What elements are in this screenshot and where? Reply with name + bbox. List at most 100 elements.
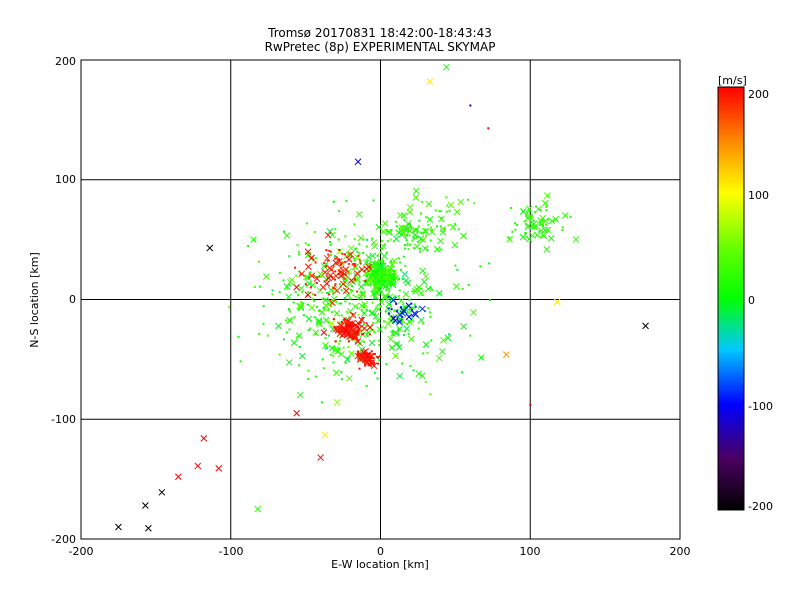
data-point-dot [313, 231, 316, 234]
data-point-cross [537, 216, 544, 224]
data-point-dot [289, 284, 292, 287]
data-point-dot [337, 347, 340, 350]
data-point-dot [348, 327, 351, 330]
data-point-dot [370, 350, 373, 353]
data-point-dot [354, 295, 357, 298]
data-point-dot [547, 229, 550, 232]
data-point-cross [312, 329, 320, 336]
data-point-cross [440, 337, 447, 344]
data-point-dot [440, 216, 443, 219]
data-point-dot [389, 261, 392, 264]
data-point-dot [414, 227, 417, 230]
data-point-dot [380, 283, 383, 286]
data-point-dot [340, 327, 343, 330]
data-point-dot [349, 323, 352, 326]
data-point-dot [531, 225, 534, 228]
data-point-cross [400, 229, 407, 237]
data-point-cross [308, 254, 315, 262]
data-point-dot [321, 298, 324, 301]
data-point-cross [305, 263, 312, 271]
data-point-dot [355, 247, 358, 250]
data-point-dot [284, 319, 287, 322]
data-point-dot [349, 329, 352, 332]
data-point-dot [408, 234, 411, 237]
data-point-dot [399, 268, 402, 271]
data-point-dot [334, 283, 337, 286]
data-point-dot [337, 342, 340, 345]
data-point-cross [302, 273, 310, 281]
data-point-cross [345, 268, 353, 275]
data-point-dot [431, 288, 434, 291]
data-point-dot [313, 299, 316, 302]
data-point-dot [321, 358, 324, 361]
data-point-dot [371, 237, 374, 240]
data-point-cross [297, 285, 305, 292]
data-point-dot [322, 262, 325, 265]
data-point-dot [358, 281, 361, 284]
data-point-cross [328, 319, 335, 327]
data-point-dot [409, 243, 412, 246]
data-point-cross [369, 252, 377, 260]
data-point-dot [408, 298, 411, 301]
data-point-cross [285, 293, 292, 301]
data-point-dot [393, 309, 396, 312]
data-point-dot [473, 202, 476, 205]
data-point-dot [424, 380, 427, 383]
data-point-dot [397, 333, 400, 336]
data-point-cross [285, 359, 293, 366]
data-point-dot [379, 272, 382, 275]
data-point-dot [389, 238, 392, 241]
data-point-dot [385, 363, 388, 366]
data-point-dot [351, 289, 354, 292]
data-point-dot [298, 364, 301, 367]
data-point-dot [448, 209, 451, 212]
data-point-dot [295, 274, 298, 277]
data-point-dot [354, 332, 357, 335]
data-point-dot [380, 279, 383, 282]
data-point-cross [359, 291, 366, 299]
data-point-cross [304, 291, 312, 299]
chart-title: Tromsø 20170831 18:42:00-18:43:43 [267, 26, 492, 40]
data-point-cross [322, 342, 329, 349]
data-point-cross [304, 274, 312, 281]
colorbar-tick-label: -100 [748, 400, 773, 413]
colorbar-tick-label: 0 [748, 294, 755, 307]
data-point-cross [142, 502, 149, 509]
data-point-cross [286, 278, 294, 286]
data-point-dot [356, 250, 359, 253]
data-point-dot [330, 253, 333, 256]
data-point-cross [439, 228, 447, 236]
plot-frame [80, 59, 681, 540]
data-point-dot [298, 253, 301, 256]
data-point-dot [395, 225, 398, 228]
data-point-cross [320, 262, 328, 270]
data-point-dot [421, 201, 424, 204]
data-point-dot [376, 304, 379, 307]
data-point-dot [540, 235, 543, 238]
data-point-dot [448, 333, 451, 336]
data-point-dot [416, 236, 419, 239]
data-point-dot [342, 261, 345, 264]
data-point-cross [337, 272, 345, 280]
data-point-dot [333, 278, 336, 281]
data-point-dot [410, 309, 413, 312]
data-point-dot [282, 279, 285, 282]
data-point-dot [323, 307, 326, 310]
data-point-dot [372, 361, 375, 364]
data-point-dot [292, 301, 295, 304]
data-point-dot [419, 212, 422, 215]
data-point-cross [343, 283, 351, 291]
data-point-dot [271, 293, 274, 296]
data-point-dot [412, 230, 415, 233]
data-point-dot [344, 362, 347, 365]
data-point-dot [561, 226, 564, 229]
data-point-dot [445, 210, 448, 213]
data-point-cross [447, 201, 455, 209]
data-point-cross [321, 269, 329, 276]
data-point-dot [332, 361, 335, 364]
data-point-cross [412, 226, 420, 234]
data-point-dot [382, 274, 385, 277]
data-point-dot [377, 274, 380, 277]
data-point-dot [371, 301, 374, 304]
data-point-dot [333, 257, 336, 260]
